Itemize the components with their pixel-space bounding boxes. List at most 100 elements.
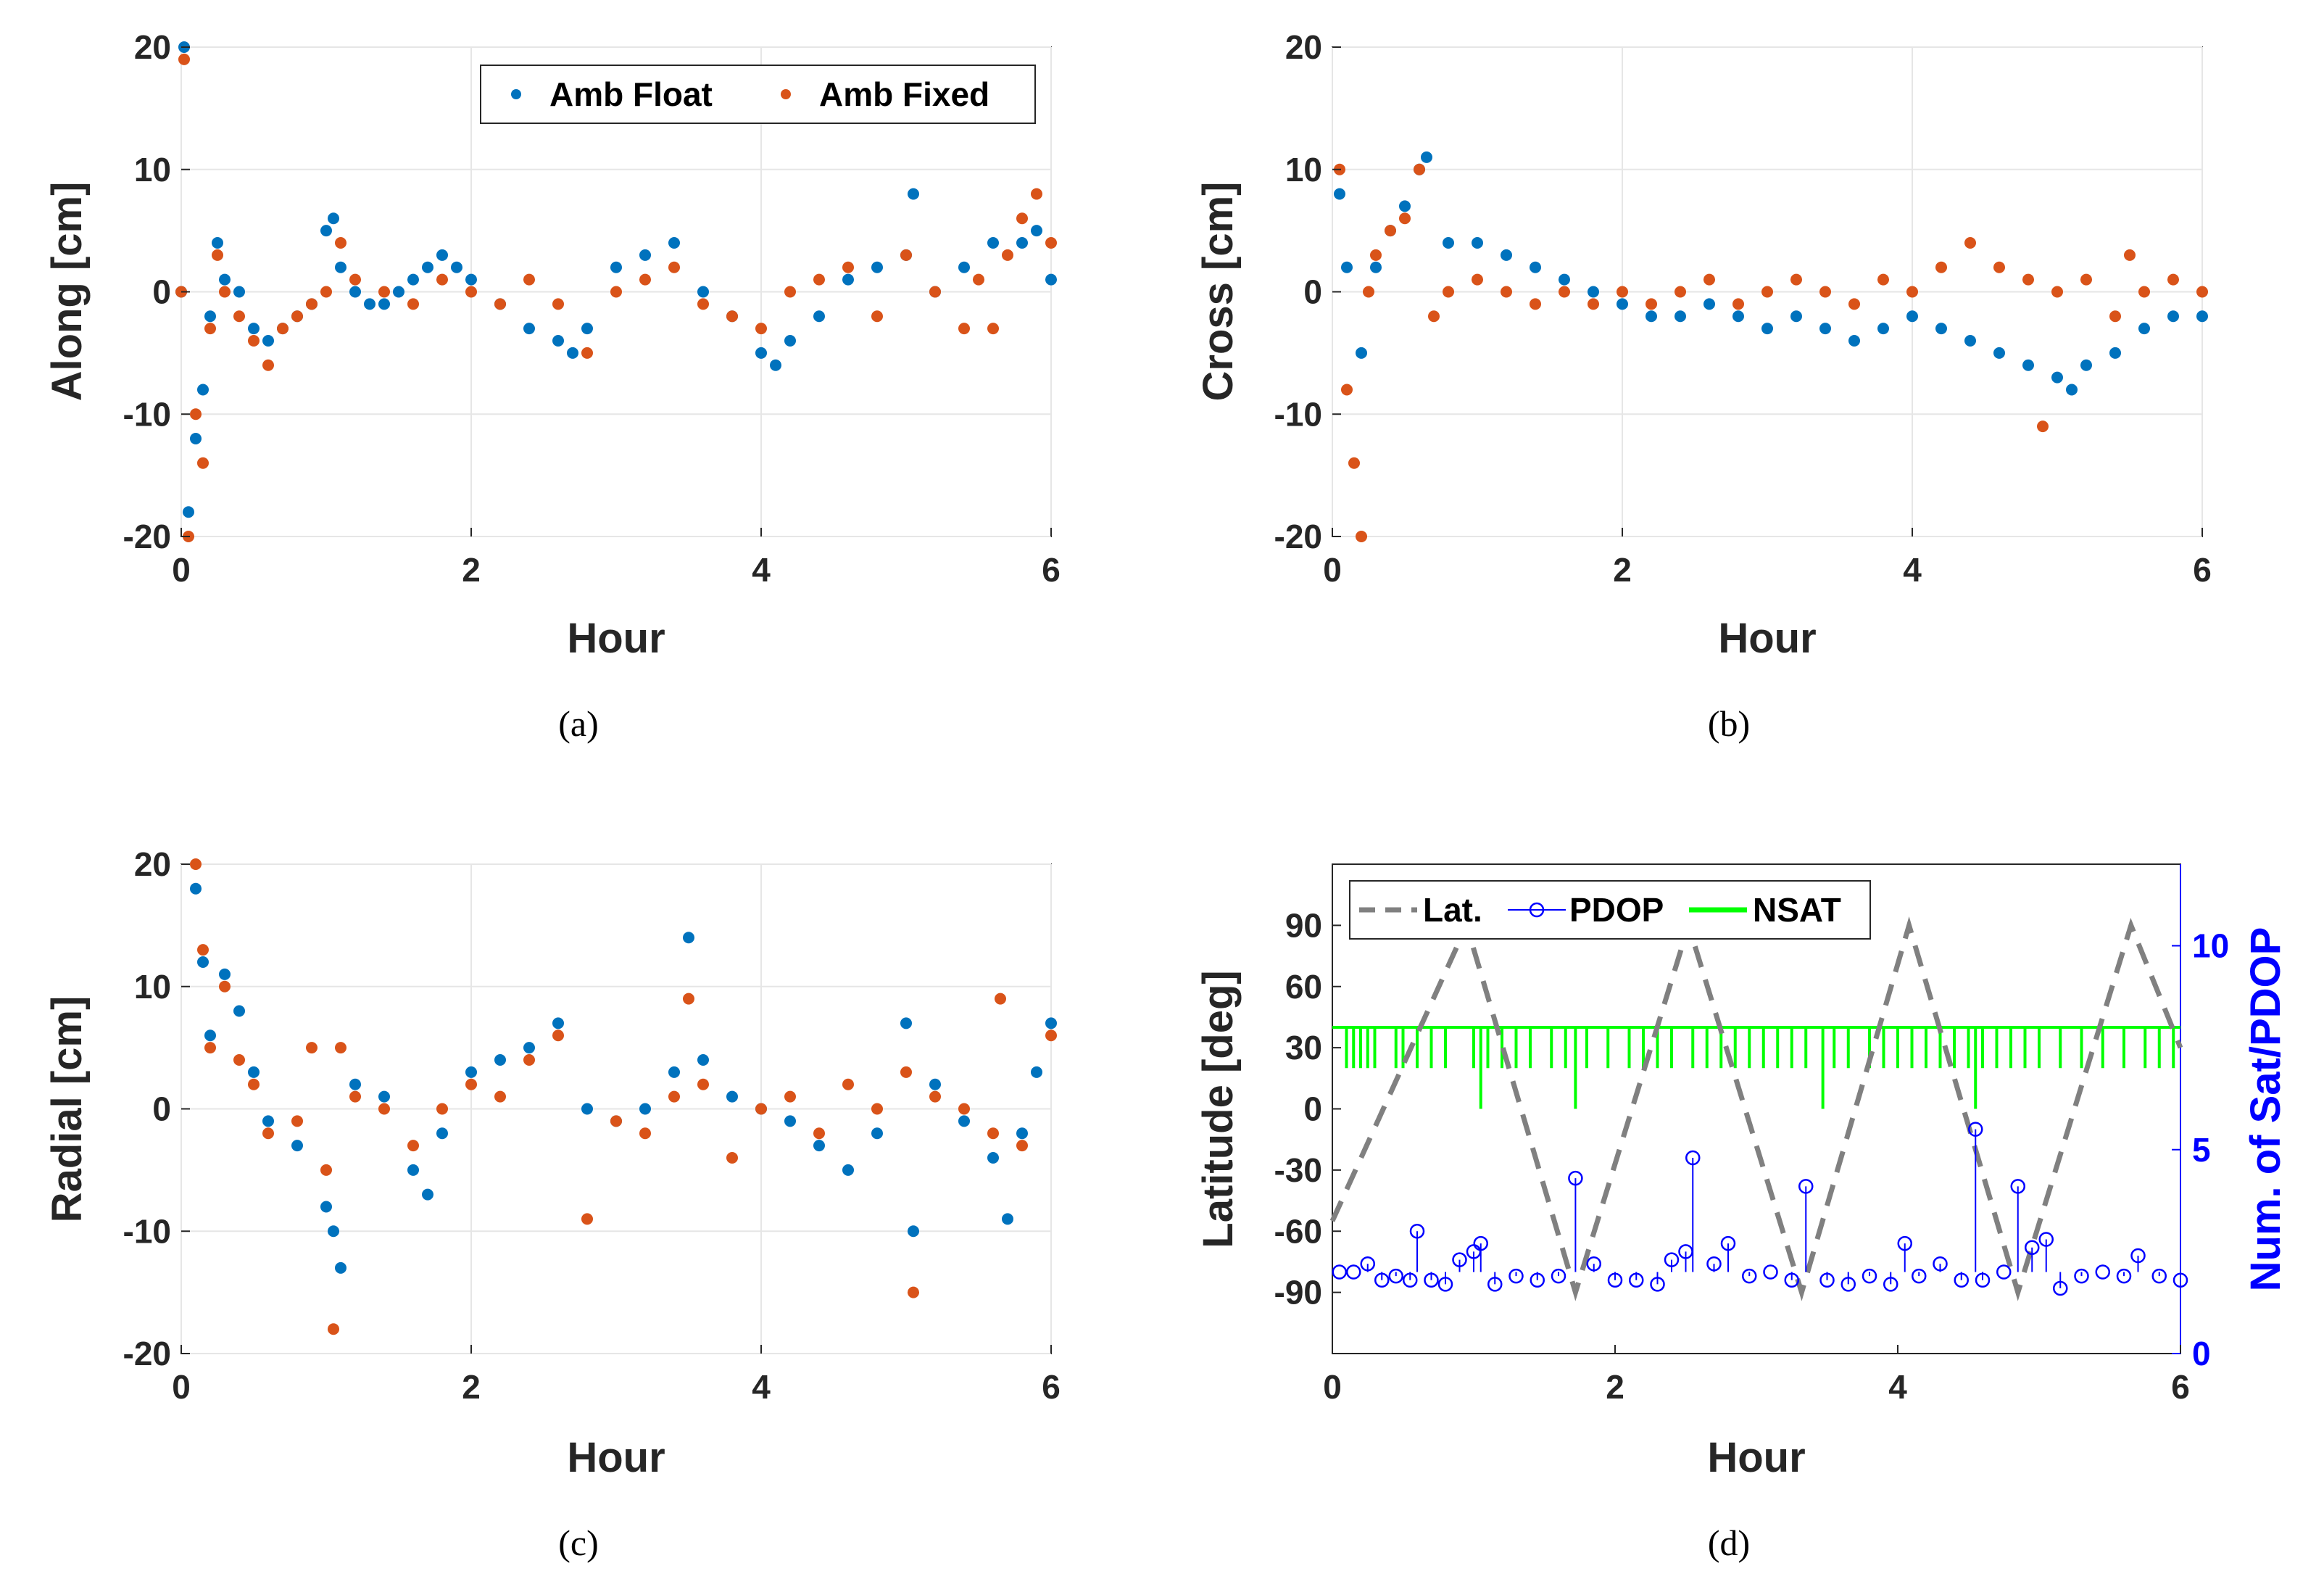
point-c-amb-fixed-1 — [197, 944, 209, 956]
point-c-amb-fixed-32 — [900, 1066, 912, 1078]
pdop-point-6 — [1409, 1224, 1425, 1239]
point-a-amb-fixed-35 — [900, 249, 912, 261]
point-b-amb-fixed-16 — [1617, 286, 1628, 298]
point-a-amb-fixed-38 — [973, 273, 984, 286]
point-a-amb-fixed-43 — [1045, 237, 1057, 249]
ticks-c: 0 2 4 6 -20 -10 0 10 20 — [123, 845, 1061, 1406]
point-a-amb-float-46 — [987, 237, 999, 249]
point-b-amb-float-27 — [1993, 347, 2005, 359]
pdop-point-5 — [1403, 1272, 1418, 1288]
tick-label-x-c-3: 6 — [1042, 1368, 1061, 1406]
point-a-amb-fixed-25 — [610, 286, 622, 298]
point-b-amb-fixed-6 — [1385, 225, 1396, 237]
legend-label-nsat: NSAT — [1753, 891, 1841, 929]
panel-b: 0 2 4 6 -20 -10 0 10 20 Hour Cross [cm] (b) — [1195, 28, 2212, 744]
point-a-amb-float-16 — [335, 261, 346, 273]
pdop-point-9 — [1452, 1252, 1467, 1267]
point-a-amb-float-40 — [842, 273, 854, 286]
point-c-amb-float-4 — [233, 1005, 245, 1017]
point-c-amb-float-37 — [1002, 1213, 1013, 1225]
pdop-point-34 — [1897, 1235, 1912, 1251]
point-c-amb-float-0 — [190, 882, 202, 895]
tick-label-x-d-1: 2 — [1606, 1368, 1624, 1406]
point-c-amb-fixed-9 — [320, 1164, 332, 1176]
point-a-amb-fixed-12 — [291, 310, 303, 323]
point-c-amb-float-17 — [494, 1054, 506, 1066]
point-a-amb-fixed-16 — [349, 273, 361, 286]
point-c-amb-fixed-33 — [908, 1286, 919, 1298]
point-b-amb-fixed-31 — [2037, 420, 2049, 433]
point-a-amb-fixed-23 — [552, 298, 564, 310]
tick-label-x-a-3: 6 — [1042, 551, 1061, 589]
tick-label-x-b-2: 4 — [1903, 551, 1922, 589]
point-c-amb-fixed-20 — [581, 1213, 593, 1225]
point-a-amb-fixed-1 — [178, 53, 190, 65]
point-c-amb-float-38 — [1016, 1127, 1028, 1140]
legend-label-float: Amb Float — [549, 75, 713, 113]
point-c-amb-fixed-38 — [1016, 1140, 1028, 1152]
point-b-amb-fixed-12 — [1501, 286, 1512, 298]
point-c-amb-fixed-10 — [328, 1323, 339, 1335]
pdop-point-30 — [1819, 1272, 1835, 1288]
point-b-amb-float-16 — [1674, 310, 1686, 323]
point-b-amb-fixed-25 — [1877, 273, 1889, 286]
pdop-point-25 — [1720, 1235, 1736, 1251]
point-c-amb-fixed-2 — [204, 1042, 216, 1054]
pdop-point-1 — [1346, 1264, 1361, 1280]
legend-label-pdop: PDOP — [1569, 891, 1664, 929]
point-c-amb-fixed-34 — [929, 1090, 941, 1103]
point-a-amb-fixed-11 — [277, 323, 289, 335]
point-c-amb-float-35 — [958, 1115, 970, 1127]
caption-a: (a) — [558, 703, 599, 744]
pdop-point-33 — [1883, 1277, 1898, 1292]
point-c-amb-fixed-29 — [813, 1127, 825, 1140]
point-b-amb-float-31 — [2080, 359, 2092, 371]
point-a-amb-float-18 — [364, 298, 375, 310]
point-a-amb-float-4 — [197, 384, 209, 396]
point-b-amb-fixed-29 — [1993, 261, 2005, 273]
point-b-amb-float-33 — [2138, 323, 2150, 335]
point-c-amb-float-30 — [842, 1164, 854, 1176]
pdop-point-37 — [1954, 1272, 1969, 1288]
pdop-point-36 — [1933, 1256, 1948, 1272]
tick-label-y-a-1: -10 — [123, 395, 171, 433]
point-b-amb-fixed-26 — [1906, 286, 1918, 298]
point-a-amb-float-28 — [552, 335, 564, 347]
point-c-amb-float-39 — [1031, 1066, 1042, 1078]
point-b-amb-float-5 — [1399, 200, 1411, 212]
tick-label-y-d-0: -90 — [1274, 1274, 1322, 1312]
point-a-amb-float-31 — [610, 261, 622, 273]
point-a-amb-fixed-42 — [1031, 188, 1042, 200]
point-c-amb-float-36 — [987, 1152, 999, 1164]
pdop-point-44 — [2053, 1280, 2068, 1296]
legend-marker-fixed — [781, 89, 791, 99]
grid-a — [180, 46, 1052, 537]
point-a-amb-float-19 — [378, 298, 390, 310]
point-a-amb-fixed-31 — [784, 286, 796, 298]
point-c-amb-fixed-28 — [784, 1090, 796, 1103]
point-b-amb-fixed-23 — [1819, 286, 1831, 298]
tick-label-x-a-1: 2 — [462, 551, 481, 589]
point-c-amb-fixed-15 — [436, 1103, 448, 1115]
point-b-amb-fixed-9 — [1428, 310, 1440, 323]
pdop-point-4 — [1388, 1268, 1403, 1284]
point-b-amb-fixed-28 — [1964, 237, 1976, 249]
point-a-amb-float-14 — [320, 225, 332, 237]
pdop-point-40 — [1996, 1264, 2012, 1280]
point-a-amb-fixed-15 — [335, 237, 346, 249]
point-a-amb-float-3 — [190, 433, 202, 444]
point-c-amb-fixed-13 — [378, 1103, 390, 1115]
tick-label-y-c-1: -10 — [123, 1212, 171, 1250]
pdop-point-2 — [1360, 1256, 1375, 1272]
pdop-point-17 — [1586, 1256, 1601, 1272]
point-a-amb-float-33 — [668, 237, 680, 249]
pdop-point-14 — [1530, 1272, 1545, 1288]
point-a-amb-fixed-37 — [958, 323, 970, 335]
point-a-amb-float-27 — [523, 323, 535, 335]
pdop-point-46 — [2095, 1264, 2110, 1280]
point-c-amb-float-19 — [552, 1017, 564, 1029]
pdop-point-31 — [1840, 1277, 1856, 1292]
point-b-amb-float-11 — [1530, 261, 1541, 273]
tick-label-y-d-5: 60 — [1285, 968, 1322, 1006]
point-a-amb-float-25 — [465, 273, 477, 286]
